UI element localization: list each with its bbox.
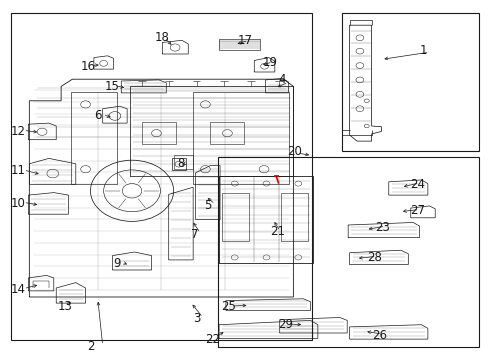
Bar — [11, 13, 311, 340]
Text: 25: 25 — [221, 300, 236, 313]
Bar — [342, 13, 478, 151]
Text: 13: 13 — [58, 300, 72, 312]
Text: 7: 7 — [190, 228, 198, 240]
Text: 1: 1 — [419, 44, 426, 57]
Text: 2: 2 — [86, 340, 94, 353]
Text: 9: 9 — [113, 257, 121, 270]
Bar — [217, 157, 478, 347]
Text: 26: 26 — [372, 329, 387, 342]
Bar — [193, 92, 288, 184]
Bar — [71, 92, 117, 184]
Text: 12: 12 — [11, 125, 26, 138]
Text: 21: 21 — [270, 225, 285, 238]
Text: 19: 19 — [263, 57, 278, 69]
Text: 24: 24 — [409, 178, 424, 191]
Text: 11: 11 — [11, 165, 26, 177]
Text: 22: 22 — [205, 333, 220, 346]
Circle shape — [90, 160, 173, 221]
Text: 29: 29 — [277, 318, 292, 331]
Text: 4: 4 — [278, 73, 285, 86]
Text: 17: 17 — [238, 34, 253, 47]
Bar — [222, 193, 249, 241]
Text: 6: 6 — [94, 109, 101, 122]
Bar — [210, 122, 244, 144]
Text: 5: 5 — [204, 199, 211, 212]
Bar — [281, 193, 307, 241]
Text: 14: 14 — [11, 283, 26, 296]
Text: 23: 23 — [375, 221, 389, 234]
Bar — [173, 155, 193, 169]
Text: 8: 8 — [177, 157, 184, 170]
Bar — [142, 122, 176, 144]
Text: 28: 28 — [366, 251, 381, 264]
Text: 16: 16 — [81, 60, 96, 73]
Bar — [219, 39, 260, 50]
Text: 3: 3 — [193, 312, 200, 325]
Text: 27: 27 — [409, 204, 424, 217]
Text: 20: 20 — [287, 145, 302, 158]
Text: 18: 18 — [154, 31, 169, 44]
Text: 15: 15 — [105, 80, 120, 93]
Text: 10: 10 — [11, 197, 25, 210]
